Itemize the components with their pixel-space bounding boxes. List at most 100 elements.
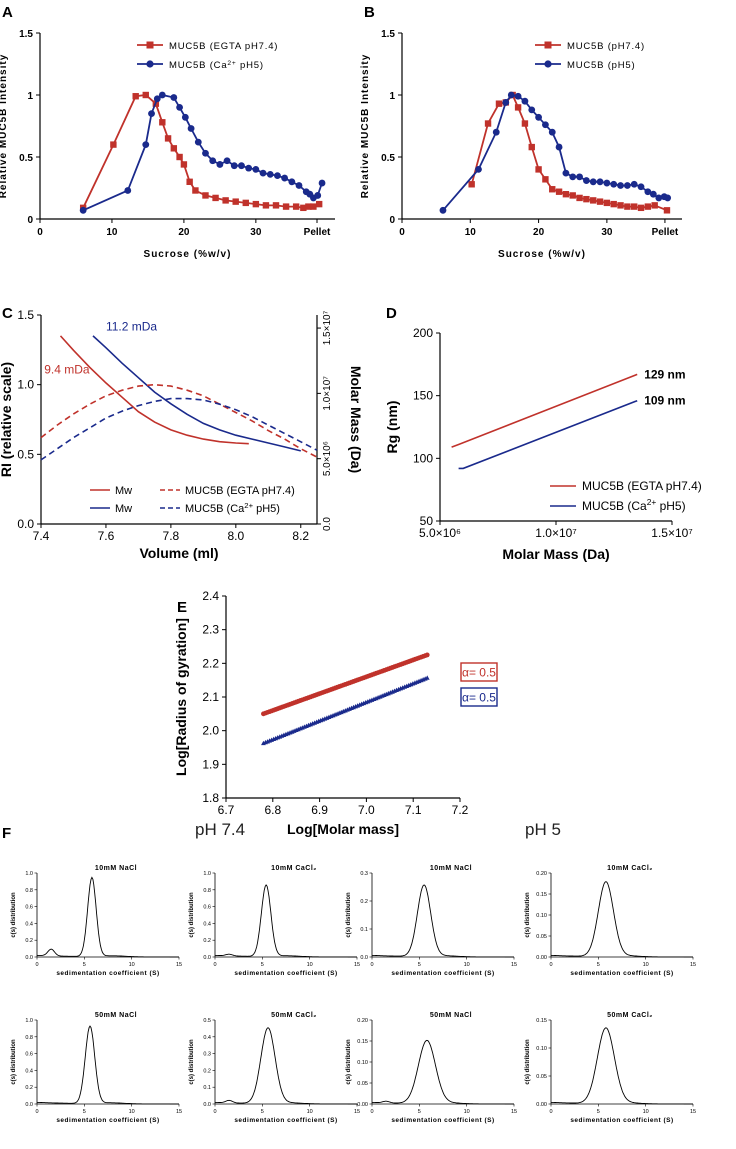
data-point <box>292 203 300 210</box>
x-tick-label: 10 <box>106 227 118 238</box>
cs-plot-title: 50mM NaCl <box>95 1012 137 1019</box>
cs-curve <box>214 1027 357 1105</box>
y-tick-label: 200 <box>413 326 433 340</box>
x-tick-label: 20 <box>533 227 545 238</box>
legend-label: Mw <box>115 503 132 515</box>
y-tick-label: 0.2 <box>360 899 368 905</box>
x-axis-title: Volume (ml) <box>139 545 218 561</box>
data-point <box>222 197 229 204</box>
series-line <box>82 94 320 209</box>
data-point <box>164 135 172 142</box>
data-point <box>542 176 549 183</box>
data-point <box>507 91 515 99</box>
y-tick-label: 0.0 <box>25 955 33 961</box>
data-point <box>170 94 178 101</box>
x-tick-label: 10 <box>643 1109 649 1115</box>
ph5-header: pH 5 <box>525 820 561 839</box>
x-tick-label: 0 <box>399 227 405 238</box>
data-point <box>424 652 430 658</box>
y-tick-label: 1.5 <box>17 308 34 322</box>
data-point <box>259 169 267 177</box>
x-tick-label: 5 <box>597 962 600 968</box>
x-tick-label: 5 <box>418 962 421 968</box>
series-line <box>470 93 668 212</box>
x-tick-label: 0 <box>213 1109 216 1115</box>
data-point <box>589 178 597 186</box>
data-point <box>110 141 117 148</box>
x-tick-label: 10 <box>643 962 649 968</box>
cs-curve <box>36 876 179 958</box>
x-tick-label: 7.8 <box>163 529 180 543</box>
x-axis-title: sedimentation coefficient (S) <box>570 970 673 977</box>
panel-B: 0 0.5 1 1.5 0 10 20 30 Pellet Sucrose (%w/v) Relat… <box>360 29 682 260</box>
data-point <box>590 197 597 204</box>
data-point <box>272 202 280 209</box>
x-tick-label: 15 <box>176 962 182 968</box>
series-line <box>40 397 318 461</box>
data-point <box>502 99 510 106</box>
y-tick-label: 0.10 <box>536 1046 547 1052</box>
y-axis-title: c(s) distribution <box>346 1039 352 1085</box>
legend-label: MUC5B (EGTA pH7.4) <box>169 41 278 52</box>
data-point <box>310 203 317 210</box>
y-axis-title: Relative MUC5B Intensity <box>360 54 371 199</box>
cs-plot: 10mM NaCl 0.0 0.1 0.2 0.3 0 5 10 15 sedimentation… <box>346 865 517 977</box>
data-point <box>305 203 312 210</box>
data-point <box>300 204 307 212</box>
data-point <box>555 188 563 195</box>
cs-plot-title: 10mM NaCl <box>430 865 472 872</box>
y-tick-label: 1.0 <box>17 378 34 392</box>
data-point <box>148 110 155 117</box>
data-point <box>223 157 231 165</box>
data-point <box>216 161 224 168</box>
y-tick-label: 1.0 <box>25 1018 33 1024</box>
x-tick-label: 6.9 <box>311 803 328 817</box>
data-point <box>186 178 193 185</box>
x-tick-label: 7.0 <box>358 803 375 817</box>
y-tick-label: 0.3 <box>360 871 368 877</box>
series-line <box>40 383 318 458</box>
cs-plot: 50mM CaCl₂ 0.0 0.1 0.2 0.3 0.4 0.5 0 5 10 15 sedime… <box>189 1012 360 1124</box>
y-tick-label: 0.8 <box>25 888 33 894</box>
y-axis-title: c(s) distribution <box>11 1039 17 1085</box>
data-point <box>663 207 671 214</box>
y-tick-label: 1.0 <box>25 871 33 877</box>
x-tick-label: Pellet <box>652 227 679 238</box>
panel-D: 50 100 150 200 5.0×10⁶ 1.0×10⁷ 1.5×10⁷ Molar Ma… <box>384 326 702 562</box>
y2-tick-label: 1.5×10⁷ <box>322 310 333 345</box>
data-point <box>562 191 570 198</box>
y-axis-title: Relative MUC5B Intensity <box>0 54 9 199</box>
x-tick-label: 10 <box>307 1109 313 1115</box>
panel-A: 0 0.5 1 1.5 0 10 20 30 Pellet Sucrose (%w/v) Relat… <box>0 29 335 260</box>
y-tick-label: 0.1 <box>203 1085 211 1091</box>
y-tick-label: 0.8 <box>25 1035 33 1041</box>
x-axis-title: sedimentation coefficient (S) <box>56 1117 159 1124</box>
data-point <box>158 91 166 99</box>
y-tick-label: 50 <box>420 514 434 528</box>
data-point <box>194 138 202 146</box>
x-tick-label: 10 <box>465 227 477 238</box>
x-tick-label: 30 <box>601 227 613 238</box>
data-point <box>242 199 249 207</box>
annotation: 11.2 mDa <box>106 319 157 333</box>
data-point <box>617 202 624 209</box>
legend-marker <box>146 41 154 49</box>
x-tick-label: 10 <box>129 1109 135 1115</box>
data-point <box>630 180 638 188</box>
data-point <box>209 157 217 165</box>
x-tick-label: 15 <box>690 962 696 968</box>
y2-axis-title: Molar Mass (Da) <box>348 366 364 473</box>
data-point <box>548 128 556 136</box>
data-point <box>637 183 645 191</box>
panel-label: D <box>386 305 397 322</box>
y-tick-label: 0.5 <box>381 153 395 164</box>
y-tick-label: 0.0 <box>203 955 211 961</box>
cs-plot-title: 10mM NaCl <box>95 865 137 872</box>
panel-label: A <box>2 4 13 21</box>
legend-label: MUC5B (EGTA pH7.4) <box>185 485 295 497</box>
y-tick-label: 0.00 <box>536 955 547 961</box>
y-tick-label: 1.9 <box>202 757 219 771</box>
y-tick-label: 0.3 <box>203 1052 211 1058</box>
data-point <box>124 187 132 194</box>
y-axis-title: c(s) distribution <box>189 892 195 938</box>
